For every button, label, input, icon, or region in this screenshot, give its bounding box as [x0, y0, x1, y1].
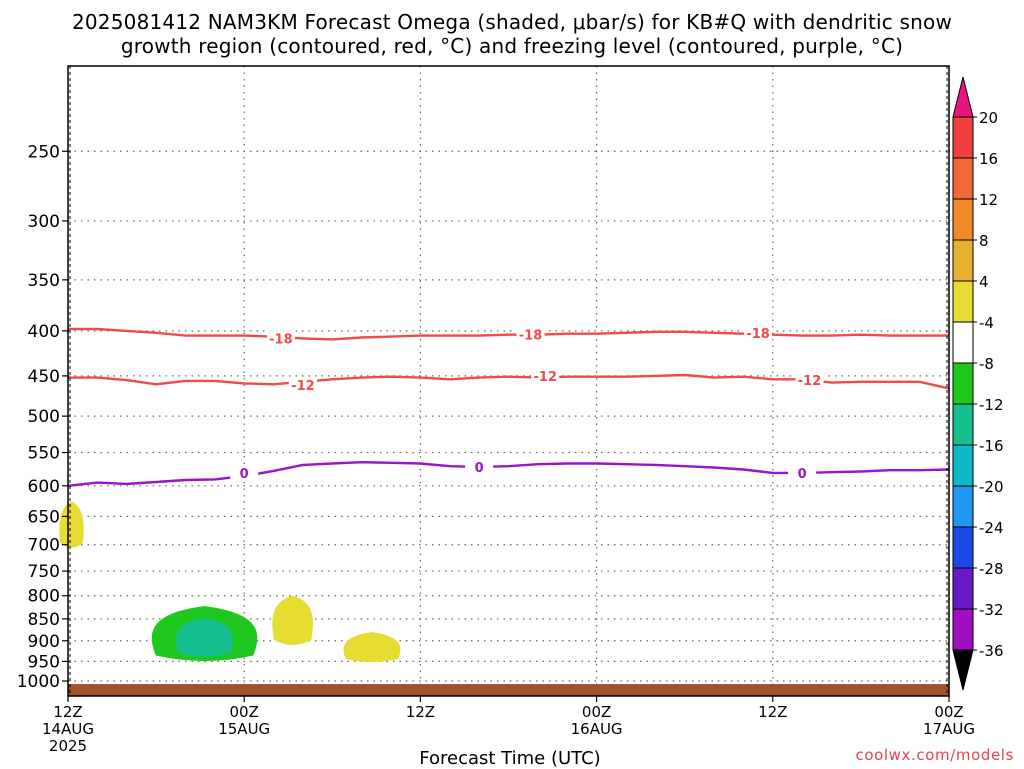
y-tick-label: 800 [28, 587, 60, 607]
y-tick-label: 300 [28, 212, 60, 232]
y-tick-label: 500 [28, 407, 60, 427]
contour-label-bg [288, 377, 317, 393]
omega-shaded-region [272, 595, 313, 646]
colorbar-label: -4 [979, 314, 994, 332]
omega-shaded-region [176, 618, 233, 657]
colorbar-band [952, 608, 974, 651]
x-tick-hour-label: 00Z [582, 703, 611, 721]
colorbar-band [952, 403, 974, 446]
contour-line [68, 327, 949, 341]
colorbar-band [952, 444, 974, 487]
contour-label: 0 [240, 467, 249, 482]
y-tick-label: 750 [28, 562, 60, 582]
colorbar-band [952, 116, 974, 159]
colorbar-band [952, 321, 974, 364]
colorbar-label: 20 [979, 109, 998, 127]
y-tick-label: 450 [28, 367, 60, 387]
contour-label: 0 [475, 461, 484, 476]
x-axis-title: Forecast Time (UTC) [419, 748, 601, 769]
colorbar-label: -16 [979, 437, 1004, 455]
contour-label: -18 [269, 332, 293, 347]
colorbar-label: 16 [979, 150, 998, 168]
chart-title-line-1: 2025081412 NAM3KM Forecast Omega (shaded… [71, 10, 953, 34]
y-tick-label: 600 [28, 477, 60, 497]
y-tick-label: 650 [28, 507, 60, 527]
y-tick-label: 850 [28, 610, 60, 630]
colorbar: 20 16 12 8 4 -4 -8 -12 -16 -20 -24 -28 -32 -36 [952, 76, 1004, 691]
colorbar-band [952, 362, 974, 405]
y-tick-label: 900 [28, 632, 60, 652]
colorbar-label: -32 [979, 601, 1004, 619]
colorbar-label: -8 [979, 355, 994, 373]
x-tick-year-label: 2025 [49, 737, 87, 755]
x-tick-hour-label: 12Z [53, 703, 82, 721]
omega-shaded-region [59, 501, 84, 548]
x-tick-hour-label: 00Z [230, 703, 259, 721]
contour-label: -18 [746, 327, 770, 342]
colorbar-band [952, 239, 974, 282]
contour-label-bg [788, 464, 817, 480]
colorbar-band [952, 157, 974, 200]
colorbar-band [952, 567, 974, 610]
x-tick-hour-label: 00Z [934, 703, 963, 721]
x-tick-date-label: 17AUG [923, 720, 975, 738]
x-tick-date-label: 16AUG [571, 720, 623, 738]
colorbar-label: 12 [979, 191, 998, 209]
y-tick-label: 700 [28, 536, 60, 556]
y-tick-label: 1000 [17, 672, 60, 692]
contour-label-bg [465, 458, 494, 474]
temperature-contours: -18 -18 -18 -12 -12 -12 0 0 0 [67, 324, 950, 487]
colorbar-label: 4 [979, 273, 989, 291]
contour-label-bg [744, 324, 773, 340]
colorbar-band [952, 198, 974, 241]
contour-label: -12 [291, 379, 315, 394]
colorbar-label: -12 [979, 396, 1004, 414]
y-tick-label: 250 [28, 142, 60, 162]
contour-label-bg [266, 330, 295, 346]
colorbar-band [952, 280, 974, 323]
contour-label: -18 [519, 329, 543, 344]
colorbar-label: 8 [979, 232, 989, 250]
x-tick-date-label: 15AUG [218, 720, 270, 738]
x-tick-date-label: 14AUG [42, 720, 94, 738]
colorbar-bottom-triangle [952, 649, 974, 691]
colorbar-label: -20 [979, 478, 1004, 496]
chart-title-line-2: growth region (contoured, red, °C) and f… [120, 34, 904, 58]
ground-surface-band [68, 684, 949, 696]
y-tick-label: 400 [28, 322, 60, 342]
colorbar-band [952, 485, 974, 528]
contour-label-bg [795, 372, 824, 388]
contour-label-bg [230, 464, 259, 480]
colorbar-label: -28 [979, 560, 1004, 578]
contour-label: -12 [798, 374, 822, 389]
y-tick-label: 350 [28, 271, 60, 291]
colorbar-band [952, 526, 974, 569]
colorbar-label: -36 [979, 642, 1004, 660]
x-tick-hour-label: 12Z [406, 703, 435, 721]
contour-label: -12 [533, 370, 557, 385]
y-tick-label: 550 [28, 444, 60, 464]
site-credit: coolwx.com/models [855, 746, 1014, 764]
omega-shaded-region [343, 632, 401, 663]
colorbar-top-triangle [952, 76, 974, 118]
y-tick-label: 950 [28, 652, 60, 672]
pressure-axis: 2503003504004505005506006507007508008509… [17, 142, 68, 692]
plot-frame [67, 65, 950, 697]
plot-area: -18 -18 -18 -12 -12 -12 0 0 0 [59, 65, 950, 697]
colorbar-label: -24 [979, 519, 1004, 537]
x-tick-hour-label: 12Z [758, 703, 787, 721]
contour-label: 0 [798, 467, 807, 482]
ground-surface [68, 684, 949, 696]
omega-shaded-regions [59, 501, 401, 663]
contour-label-bg [531, 367, 560, 383]
contour-label-bg [516, 326, 545, 342]
